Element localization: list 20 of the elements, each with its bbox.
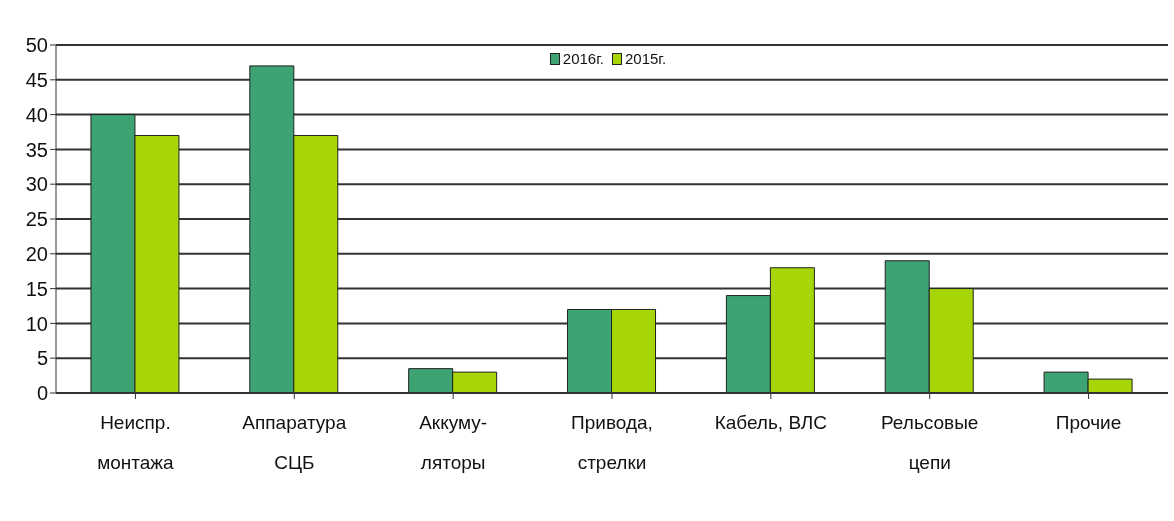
x-tick-label: Аккуму- ляторы [419,412,488,473]
y-tick-label: 35 [25,138,48,161]
x-tick-label: Привода, стрелки [571,412,653,473]
y-tick-label: 15 [25,277,48,300]
y-tick-label: 10 [25,312,48,335]
x-tick-label: Прочие [1055,412,1122,433]
x-tick-label: Кабель, ВЛС [714,412,828,433]
legend-label: 2016г. [561,50,604,67]
y-tick-label: 5 [36,347,48,370]
y-tick-label: 45 [25,68,48,91]
x-tick-label: Аппаратура СЦБ [242,412,347,473]
y-tick-label: 50 [25,34,48,57]
y-tick-label: 30 [25,173,48,196]
x-tick-label: Неиспр. монтажа [97,412,175,473]
y-tick-label: 25 [25,208,48,231]
x-tick-label: Рельсовые цепи [881,412,979,473]
y-tick-label: 20 [25,242,48,265]
legend-label: 2015г. [624,50,667,67]
y-tick-label: 40 [25,103,48,126]
y-tick-label: 0 [36,382,48,405]
